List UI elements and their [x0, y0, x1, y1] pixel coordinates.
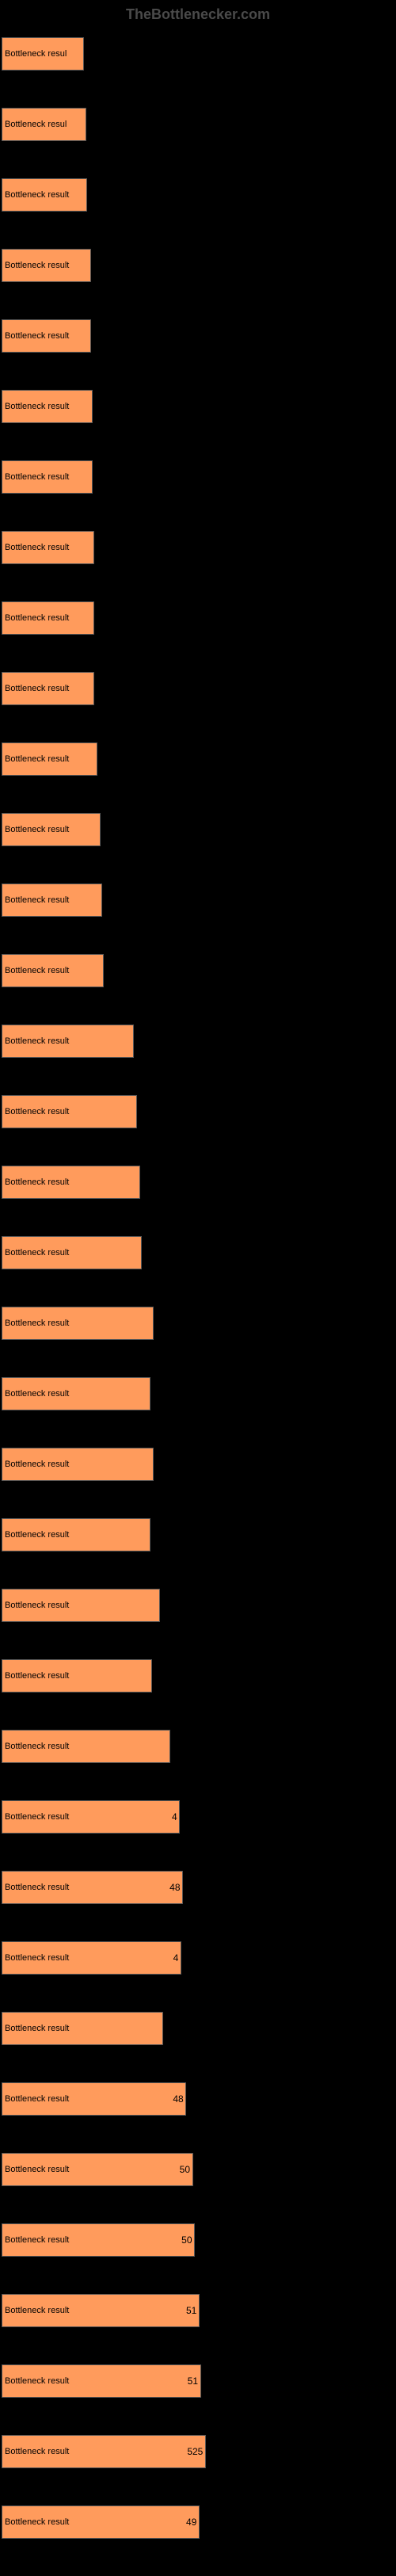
bar-row: Bottleneck result 50	[2, 2153, 396, 2186]
bar-row: Bottleneck result	[2, 1307, 396, 1340]
bar-value: 51	[186, 2305, 196, 2316]
bar-label: Bottleneck result	[5, 1107, 69, 1116]
bar-row: Bottleneck result 50	[2, 2223, 396, 2257]
bar-row: Bottleneck result	[2, 672, 396, 705]
bar-row: Bottleneck result	[2, 460, 396, 494]
bar-row: Bottleneck result	[2, 883, 396, 917]
bar-row: Bottleneck result	[2, 531, 396, 564]
bar-row: Bottleneck result	[2, 1659, 396, 1693]
bar-row: Bottleneck result 51	[2, 2294, 396, 2327]
bar-label: Bottleneck result	[5, 2235, 69, 2245]
bar-row: Bottleneck result	[2, 1025, 396, 1058]
bar-row: Bottleneck result	[2, 954, 396, 987]
bar-value: 50	[181, 2234, 192, 2246]
bar-label: Bottleneck result	[5, 543, 69, 552]
bar-label: Bottleneck result	[5, 1601, 69, 1610]
bar-value: 51	[188, 2376, 198, 2387]
bar-value: 4	[172, 1811, 177, 1822]
bar-label: Bottleneck result	[5, 1460, 69, 1469]
bar-label: Bottleneck resul	[5, 49, 67, 59]
bar-label: Bottleneck result	[5, 2376, 69, 2386]
bar-row: Bottleneck result 4	[2, 1941, 396, 1975]
bar-row: Bottleneck result	[2, 1518, 396, 1551]
bottleneck-chart: Bottleneck resul Bottleneck resul Bottlene…	[0, 29, 396, 2539]
bar-label: Bottleneck result	[5, 331, 69, 341]
bar-row: Bottleneck result	[2, 1448, 396, 1481]
bar-label: Bottleneck result	[5, 261, 69, 270]
bar-row: Bottleneck resul	[2, 37, 396, 71]
bar-row: Bottleneck result	[2, 742, 396, 776]
bar-row: Bottleneck result 48	[2, 2082, 396, 2116]
bar-row: Bottleneck result 4	[2, 1800, 396, 1834]
bar-row: Bottleneck result 48	[2, 1871, 396, 1904]
bar-label: Bottleneck result	[5, 754, 69, 764]
bar-row: Bottleneck result	[2, 1377, 396, 1410]
bar-label: Bottleneck result	[5, 1530, 69, 1540]
bar-row: Bottleneck result	[2, 1095, 396, 1128]
bar-row: Bottleneck result	[2, 178, 396, 212]
bar-label: Bottleneck result	[5, 825, 69, 834]
bar-label: Bottleneck result	[5, 2447, 69, 2456]
bar-label: Bottleneck result	[5, 2024, 69, 2033]
bar-label: Bottleneck result	[5, 613, 69, 623]
bar-label: Bottleneck result	[5, 895, 69, 905]
bar-label: Bottleneck result	[5, 2306, 69, 2315]
bar-row: Bottleneck result	[2, 390, 396, 423]
bar-row: Bottleneck result	[2, 813, 396, 846]
bar-value: 48	[169, 1882, 180, 1893]
bar-row: Bottleneck result 49	[2, 2505, 396, 2539]
bar-label: Bottleneck result	[5, 1319, 69, 1328]
bar-row: Bottleneck result	[2, 249, 396, 282]
bar-row: Bottleneck result	[2, 1236, 396, 1269]
header: TheBottlenecker.com	[0, 0, 396, 29]
bar-value: 4	[173, 1952, 179, 1963]
bar-row: Bottleneck resul	[2, 108, 396, 141]
bar-label: Bottleneck result	[5, 966, 69, 975]
bar-label: Bottleneck result	[5, 684, 69, 693]
bar-label: Bottleneck result	[5, 1953, 69, 1963]
bar-label: Bottleneck result	[5, 1742, 69, 1751]
bar-label: Bottleneck result	[5, 1883, 69, 1892]
bar-row: Bottleneck result	[2, 2012, 396, 2045]
bar-label: Bottleneck result	[5, 1248, 69, 1257]
bar-label: Bottleneck result	[5, 2517, 69, 2527]
bar-label: Bottleneck result	[5, 1389, 69, 1399]
bar-value: 50	[180, 2164, 190, 2175]
bar-row: Bottleneck result	[2, 1166, 396, 1199]
bar-label: Bottleneck resul	[5, 120, 67, 129]
bar-label: Bottleneck result	[5, 402, 69, 411]
bar-row: Bottleneck result	[2, 319, 396, 353]
bar-value: 49	[186, 2517, 196, 2528]
site-title: TheBottlenecker.com	[126, 6, 270, 22]
bar-row: Bottleneck result	[2, 1730, 396, 1763]
bar-label: Bottleneck result	[5, 190, 69, 200]
bar-label: Bottleneck result	[5, 2094, 69, 2104]
bar-label: Bottleneck result	[5, 1036, 69, 1046]
bar-label: Bottleneck result	[5, 472, 69, 482]
bar-row: Bottleneck result	[2, 1589, 396, 1622]
bar-label: Bottleneck result	[5, 1671, 69, 1681]
bar-label: Bottleneck result	[5, 1812, 69, 1822]
bar-label: Bottleneck result	[5, 2165, 69, 2174]
bar-row: Bottleneck result	[2, 601, 396, 635]
bar-value: 48	[173, 2093, 183, 2105]
bar-label: Bottleneck result	[5, 1177, 69, 1187]
bar-value: 525	[187, 2446, 203, 2457]
bar-row: Bottleneck result 525	[2, 2435, 396, 2468]
bar-row: Bottleneck result 51	[2, 2364, 396, 2398]
